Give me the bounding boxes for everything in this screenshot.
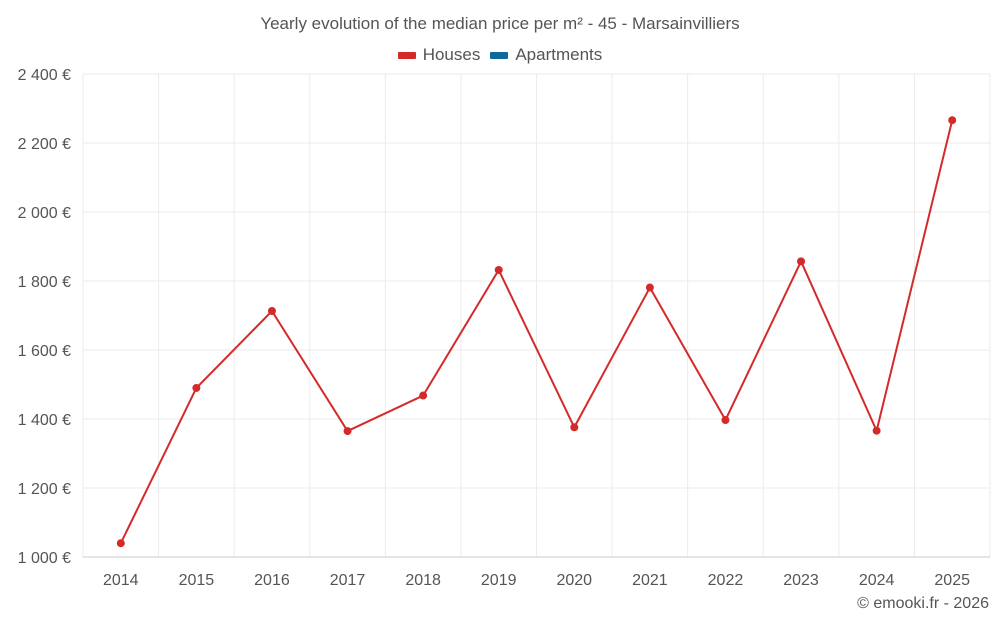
data-point-houses bbox=[419, 391, 428, 400]
x-tick-label: 2016 bbox=[254, 572, 290, 589]
y-tick-label: 1 400 € bbox=[18, 412, 71, 429]
y-tick-label: 1 800 € bbox=[18, 274, 71, 291]
data-point-houses bbox=[570, 423, 579, 432]
x-tick-label: 2019 bbox=[481, 572, 517, 589]
x-tick-label: 2014 bbox=[103, 572, 139, 589]
y-tick-label: 2 200 € bbox=[18, 136, 71, 153]
y-tick-label: 1 200 € bbox=[18, 481, 71, 498]
data-point-houses bbox=[948, 116, 957, 125]
data-point-houses bbox=[192, 383, 201, 392]
credit-text: © emooki.fr - 2026 bbox=[857, 595, 989, 612]
y-tick-label: 1 600 € bbox=[18, 343, 71, 360]
x-tick-label: 2017 bbox=[330, 572, 366, 589]
y-tick-label: 2 400 € bbox=[18, 67, 71, 84]
chart-title: Yearly evolution of the median price per… bbox=[260, 14, 740, 33]
y-tick-label: 1 000 € bbox=[18, 550, 71, 567]
data-point-houses bbox=[494, 265, 503, 274]
y-tick-label: 2 000 € bbox=[18, 205, 71, 222]
legend: Houses Apartments bbox=[0, 45, 1000, 65]
data-point-houses bbox=[116, 539, 125, 548]
data-point-houses bbox=[797, 257, 806, 266]
legend-label-houses: Houses bbox=[422, 45, 481, 64]
x-tick-label: 2020 bbox=[556, 572, 592, 589]
data-point-houses bbox=[721, 416, 730, 425]
x-tick-label: 2025 bbox=[934, 572, 970, 589]
data-point-houses bbox=[343, 427, 352, 436]
x-tick-label: 2018 bbox=[405, 572, 441, 589]
apartments-swatch bbox=[490, 51, 509, 59]
x-tick-label: 2015 bbox=[179, 572, 215, 589]
x-tick-label: 2023 bbox=[783, 572, 819, 589]
x-tick-label: 2021 bbox=[632, 572, 668, 589]
data-point-houses bbox=[645, 283, 654, 292]
legend-label-apartments: Apartments bbox=[515, 45, 603, 64]
houses-swatch bbox=[397, 51, 416, 59]
data-point-houses bbox=[267, 307, 276, 316]
legend-item-houses[interactable]: Houses bbox=[397, 45, 481, 65]
legend-item-apartments[interactable]: Apartments bbox=[490, 45, 602, 65]
data-point-houses bbox=[872, 426, 881, 435]
x-tick-label: 2024 bbox=[859, 572, 895, 589]
x-tick-label: 2022 bbox=[708, 572, 744, 589]
series-line-houses bbox=[119, 119, 954, 544]
